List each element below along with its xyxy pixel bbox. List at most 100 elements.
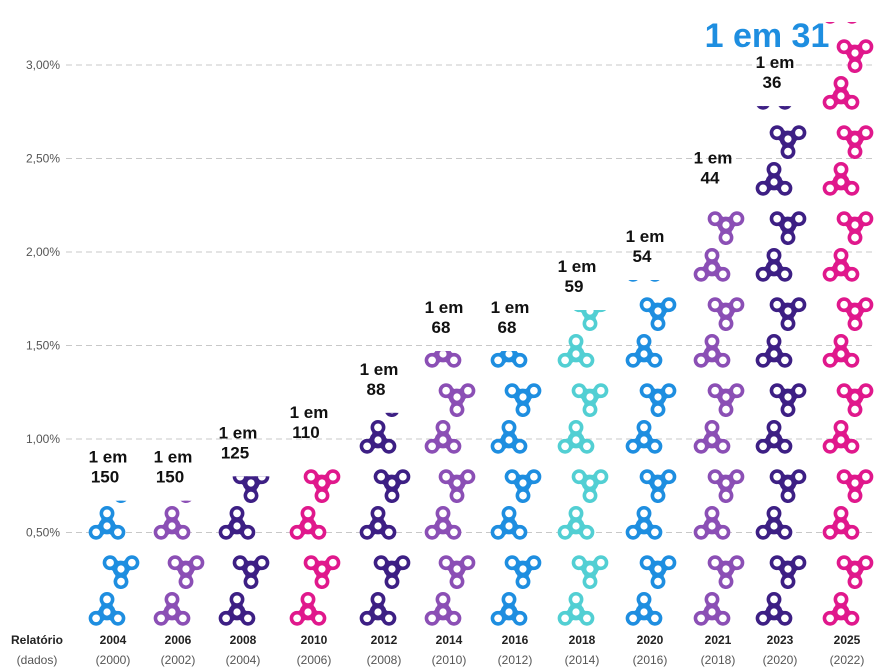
x-tick-data-year: (2020) (763, 653, 798, 667)
spinner-segment (693, 333, 731, 368)
spinner-segment (836, 39, 874, 74)
x-tick-data-year: (2010) (432, 653, 467, 667)
y-tick-label: 2,50% (26, 152, 60, 166)
spinner-segment (836, 211, 874, 246)
spinner-segment (755, 161, 793, 196)
spinner-segment (373, 555, 411, 590)
bar-label-prefix: 1 em (756, 53, 795, 72)
spinner-segment (822, 591, 860, 626)
spinner-segment (707, 555, 745, 590)
spinner-segment (490, 419, 528, 454)
spinner-segment (504, 555, 542, 590)
spinner-segment (218, 591, 256, 626)
spinner-segment (153, 505, 191, 540)
spinner-segment (438, 555, 476, 590)
spinner-segment (707, 211, 745, 246)
x-header-report: Relatório (11, 633, 63, 647)
x-tick-report-year: 2008 (230, 633, 257, 647)
spinner-segment (693, 247, 731, 282)
spinner-segment (571, 383, 609, 418)
bar-2008 (218, 476, 270, 626)
spinner-segment (625, 333, 663, 368)
spinner-segment (769, 383, 807, 418)
x-tick-data-year: (2000) (96, 653, 131, 667)
spinner-segment (836, 297, 874, 332)
spinner-segment (289, 591, 327, 626)
spinner-segment (822, 75, 860, 110)
spinner-segment (424, 419, 462, 454)
bar-2018 (557, 309, 609, 626)
bar-label-prefix: 1 em (491, 298, 530, 317)
x-tick-report-year: 2006 (165, 633, 192, 647)
spinner-segment (303, 469, 341, 504)
spinner-segment (424, 505, 462, 540)
spinner-segment (424, 591, 462, 626)
bar-label-prefix: 1 em (290, 403, 329, 422)
spinner-segment (88, 505, 126, 540)
bar-2012 (359, 412, 411, 626)
spinner-segment (625, 419, 663, 454)
spinner-segment (693, 419, 731, 454)
spinner-segment (756, 106, 792, 110)
bar-label-value: 125 (221, 443, 249, 462)
spinner-segment (693, 505, 731, 540)
spinner-segment (822, 333, 860, 368)
bar-label-prefix: 1 em (694, 149, 733, 168)
spinner-segment (755, 247, 793, 282)
spinner-segment (769, 555, 807, 590)
x-tick-report-year: 2018 (569, 633, 596, 647)
bar-2025 (822, 21, 874, 626)
bar-2006 (153, 500, 205, 626)
x-tick-data-year: (2008) (367, 653, 402, 667)
y-tick-label: 0,50% (26, 526, 60, 540)
spinner-segment (571, 555, 609, 590)
spinner-segment (490, 351, 528, 368)
spinner-segment (639, 297, 677, 332)
spinner-segment (232, 555, 270, 590)
spinner-segment (218, 505, 256, 540)
bar-label-value: 54 (633, 247, 652, 266)
bar-label-prefix: 1 em (360, 360, 399, 379)
x-tick-data-year: (2004) (226, 653, 261, 667)
spinner-segment (825, 21, 857, 24)
bar-label-value: 88 (367, 380, 386, 399)
spinner-segment (836, 555, 874, 590)
spinner-segment (373, 469, 411, 504)
spinner-segment (490, 591, 528, 626)
spinner-segment (359, 505, 397, 540)
bar-2004 (88, 500, 140, 626)
spinner-segment (384, 412, 400, 418)
spinner-segment (571, 469, 609, 504)
bar-label-value: 44 (701, 169, 720, 188)
bar-2023 (755, 106, 807, 626)
spinner-segment (822, 161, 860, 196)
bar-label-prefix: 1 em (89, 448, 128, 467)
bar-label-prefix: 1 em (626, 227, 665, 246)
x-tick-data-year: (2014) (565, 653, 600, 667)
spinner-segment (625, 505, 663, 540)
spinner-segment (359, 591, 397, 626)
y-tick-label: 3,00% (26, 58, 60, 72)
spinner-segment (424, 351, 462, 368)
spinner-segment (557, 333, 595, 368)
spinner-segment (628, 280, 660, 282)
spinner-segment (836, 383, 874, 418)
bar-label-value: 36 (763, 73, 782, 92)
spinner-segment (639, 555, 677, 590)
spinner-segment (836, 469, 874, 504)
spinner-segment (88, 591, 126, 626)
bar-2020 (625, 280, 677, 626)
x-tick-report-year: 2014 (436, 633, 463, 647)
bar-label-value: 150 (91, 468, 119, 487)
x-tick-report-year: 2020 (637, 633, 664, 647)
spinner-segment (707, 469, 745, 504)
spinner-segment (755, 333, 793, 368)
spinner-segment (303, 555, 341, 590)
x-tick-report-year: 2010 (301, 633, 328, 647)
spinner-segment (836, 125, 874, 160)
x-tick-report-year: 2023 (767, 633, 794, 647)
spinner-segment (557, 419, 595, 454)
x-tick-report-year: 2016 (502, 633, 529, 647)
x-tick-report-year: 2021 (705, 633, 732, 647)
